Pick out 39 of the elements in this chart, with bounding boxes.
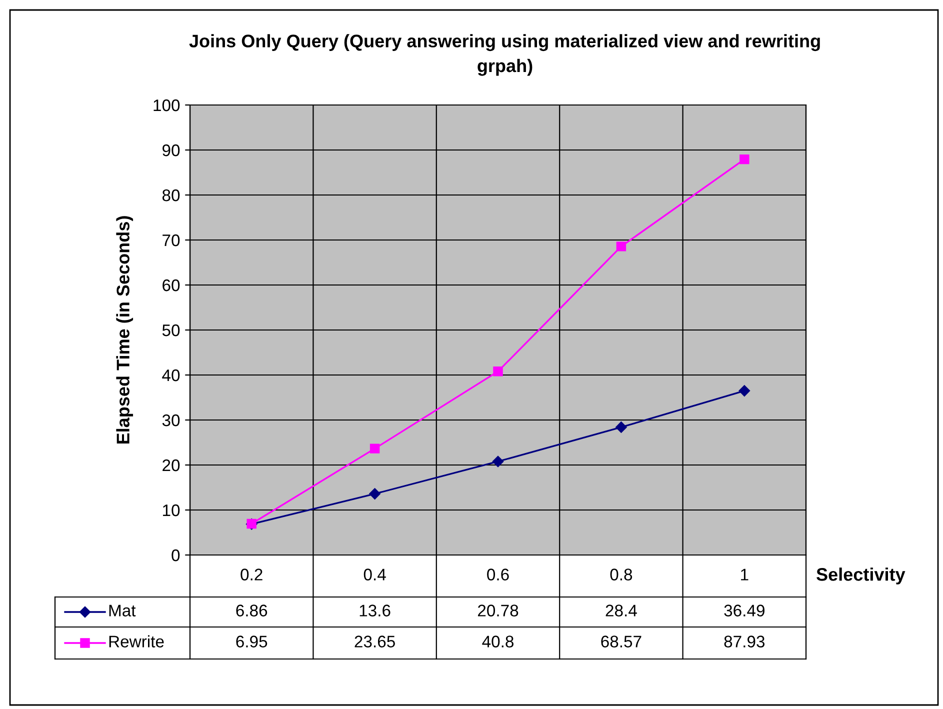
y-tick-label: 80 <box>162 189 180 202</box>
x-tick-label: 0.4 <box>364 568 386 580</box>
y-tick-label: 50 <box>162 324 180 336</box>
data-label: 6.95 <box>236 636 268 648</box>
legend-label: Rewrite <box>109 635 164 648</box>
data-label: 20.78 <box>478 604 518 616</box>
point <box>738 385 750 396</box>
x-tick-label: 1 <box>741 568 748 580</box>
y-tick-label: 90 <box>162 144 180 156</box>
data-label: 40.8 <box>482 636 514 648</box>
data-label: 28.4 <box>606 604 637 616</box>
data-label: 36.49 <box>724 604 764 616</box>
y-tick-label: 70 <box>162 234 180 246</box>
y-tick-label: 20 <box>162 459 180 472</box>
y-tick-label: 10 <box>163 504 180 516</box>
y-tick-label: 0 <box>172 549 180 562</box>
data-label: 6.86 <box>236 604 268 616</box>
point <box>492 456 504 468</box>
y-axis-title: Elapsed Time (in Seconds) <box>116 216 134 444</box>
x-tick-label: 0.2 <box>240 568 262 580</box>
y-tick-label: 30 <box>162 414 180 426</box>
point <box>616 422 627 433</box>
point <box>616 242 626 252</box>
point <box>493 366 503 376</box>
x-tick-label: 0.6 <box>487 568 509 580</box>
point <box>369 488 380 500</box>
point <box>740 154 750 164</box>
x-axis-title: Selectivity <box>816 568 906 584</box>
y-tick-label: 100 <box>154 99 180 112</box>
legend-label: Mat <box>109 604 136 616</box>
y-tick-label: 40 <box>162 369 180 382</box>
data-label: 13.6 <box>360 604 390 616</box>
data-label: 87.93 <box>724 636 765 648</box>
y-tick-label: 60 <box>162 279 180 292</box>
chart-title: Joins Only Query (Query answering using materialized view and rewriting grpah) <box>189 34 820 76</box>
x-tick-label: 0.8 <box>610 568 632 580</box>
data-label: 23.65 <box>354 636 395 648</box>
data-label: 68.57 <box>601 636 642 648</box>
point <box>370 444 380 454</box>
